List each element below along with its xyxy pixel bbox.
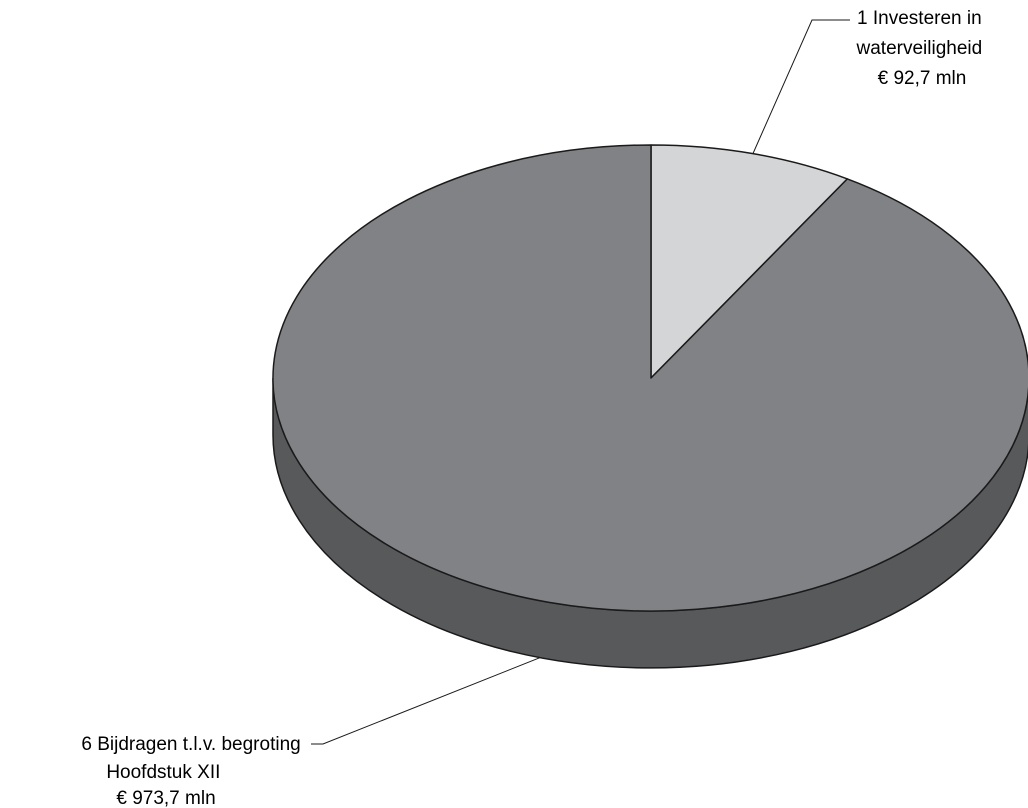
- slice-2-leader-line: [311, 657, 541, 745]
- pie-slices: [272, 144, 1028, 612]
- slice-2-label-line-2: Hoofdstuk XII: [106, 762, 220, 783]
- slice-1-label-line-3: € 92,7 mln: [878, 68, 967, 89]
- pie-slice-2: [272, 144, 1028, 612]
- slice-1-label-line-1: 1 Investeren in: [857, 8, 982, 29]
- slice-2-label-line-3: € 973,7 mln: [116, 788, 215, 808]
- slice-2-label: 6 Bijdragen t.l.v. begroting Hoofdstuk X…: [81, 734, 306, 808]
- slice-2-label-line-1: 6 Bijdragen t.l.v. begroting: [81, 734, 300, 755]
- slice-1-label-line-2: waterveiligheid: [856, 38, 983, 59]
- pie-slice-1: [650, 144, 849, 379]
- slice-1-leader-line: [752, 19, 850, 154]
- slice-labels: 1 Investeren in waterveiligheid € 92,7 m…: [81, 8, 988, 808]
- slice-1-label: 1 Investeren in waterveiligheid € 92,7 m…: [856, 8, 988, 89]
- leader-lines: [311, 19, 850, 745]
